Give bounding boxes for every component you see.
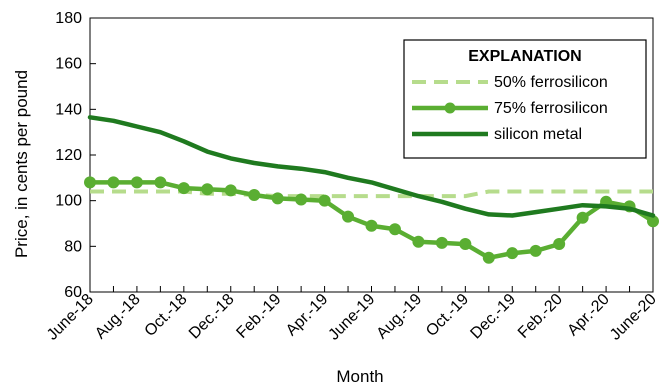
x-tick-label: Feb.-19 — [233, 291, 284, 342]
data-point — [506, 247, 519, 260]
legend-marker — [444, 102, 456, 114]
data-point — [529, 244, 542, 257]
data-point — [201, 183, 214, 196]
legend-label: 50% ferrosilicon — [494, 74, 608, 91]
x-tick-label: Apr.-19 — [283, 291, 332, 340]
x-tick-label: Aug.-19 — [374, 291, 426, 343]
data-point — [295, 193, 308, 206]
data-point — [435, 236, 448, 249]
y-tick-label: 100 — [55, 193, 82, 210]
x-tick-label: Dec.-19 — [467, 291, 519, 343]
x-tick-label: Oct.-18 — [142, 291, 191, 340]
x-tick-label: Apr.-20 — [564, 291, 613, 340]
y-tick-label: 60 — [64, 284, 82, 301]
y-tick-label: 120 — [55, 147, 82, 164]
x-tick-label: Oct.-19 — [423, 291, 472, 340]
data-point — [130, 176, 143, 189]
data-point — [482, 251, 495, 264]
y-tick-label: 80 — [64, 238, 82, 255]
legend-label: 75% ferrosilicon — [494, 100, 608, 117]
data-point — [271, 192, 284, 205]
data-point — [177, 182, 190, 195]
data-point — [365, 219, 378, 232]
legend-title: EXPLANATION — [468, 48, 581, 65]
data-point — [576, 211, 589, 224]
x-axis-title: Month — [336, 367, 383, 386]
data-point — [342, 210, 355, 223]
data-point — [224, 184, 237, 197]
legend-box — [403, 39, 647, 159]
y-axis-title: Price, in cents per pound — [12, 70, 31, 258]
data-point — [154, 176, 167, 189]
data-point — [412, 235, 425, 248]
y-tick-label: 140 — [55, 101, 82, 118]
data-point — [107, 176, 120, 189]
data-point — [318, 194, 331, 207]
data-point — [84, 176, 96, 189]
series-line-50-ferrosilicon — [90, 189, 653, 199]
y-tick-label: 160 — [55, 56, 82, 73]
data-point — [248, 188, 261, 201]
x-tick-label: Aug.-18 — [92, 291, 144, 343]
x-tick-label: Dec.-18 — [186, 291, 238, 343]
data-point — [388, 223, 401, 236]
y-tick-label: 180 — [55, 10, 82, 27]
data-point — [553, 238, 566, 251]
data-point — [459, 238, 472, 251]
x-tick-label: June-19 — [325, 291, 378, 344]
x-tick-label: Feb.-20 — [515, 291, 566, 342]
series-line-silicon-metal — [87, 115, 656, 218]
legend-label: silicon metal — [494, 126, 582, 143]
x-tick-label: June-20 — [607, 291, 660, 344]
